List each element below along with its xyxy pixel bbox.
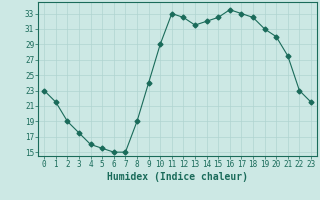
X-axis label: Humidex (Indice chaleur): Humidex (Indice chaleur) — [107, 172, 248, 182]
